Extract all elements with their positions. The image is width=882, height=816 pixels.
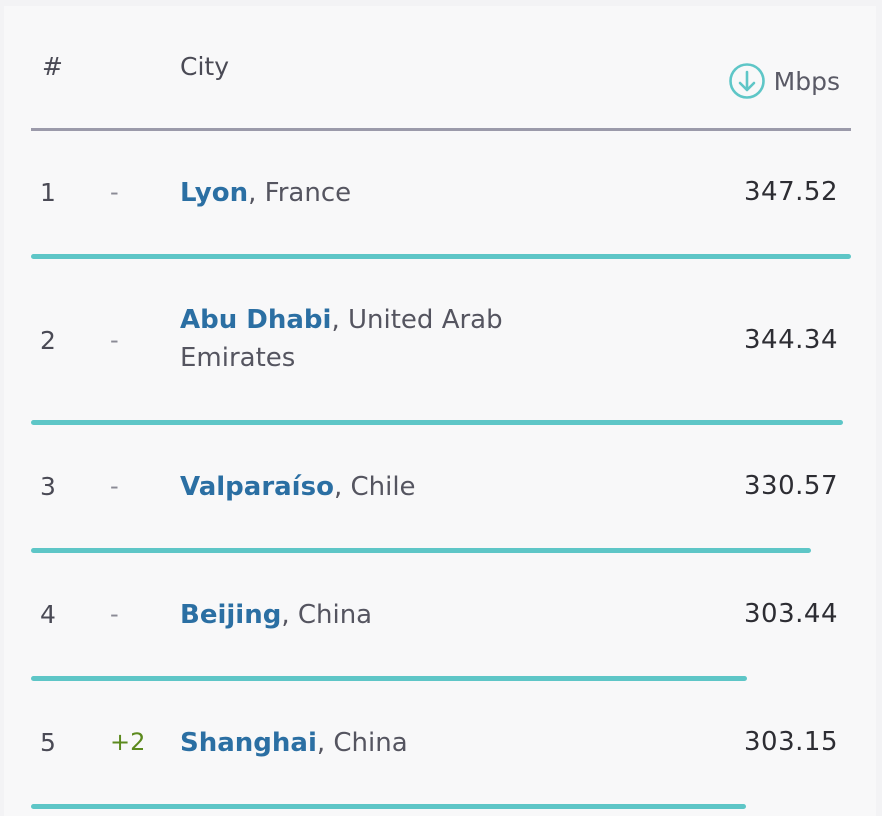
speed-bar	[31, 804, 746, 809]
header-divider	[31, 128, 851, 131]
country-label: , United Arab Emirates	[180, 305, 503, 373]
country-label: , France	[248, 178, 352, 208]
speed-unit-label: Mbps	[773, 66, 840, 96]
rank-change: -	[110, 178, 119, 206]
speed-value: 347.52	[744, 177, 838, 207]
rank-value: 1	[40, 178, 56, 207]
speed-value: 344.34	[744, 325, 838, 355]
table-row: 1 - Lyon, France 347.52	[4, 132, 876, 262]
city-link[interactable]: Lyon	[180, 178, 249, 208]
table-row: 5 +2 Shanghai, China 303.15	[4, 684, 876, 812]
city-cell: Lyon, France	[180, 174, 540, 212]
speed-bar	[31, 548, 811, 553]
speed-bar	[31, 254, 851, 259]
city-column-header[interactable]: City	[180, 52, 229, 81]
rank-change: -	[110, 472, 119, 500]
rank-column-header: #	[42, 52, 63, 81]
country-label: , China	[281, 600, 373, 630]
city-link[interactable]: Beijing	[180, 600, 282, 630]
speed-bar	[31, 676, 747, 681]
city-cell: Abu Dhabi, United Arab Emirates	[180, 301, 540, 377]
speed-bar	[31, 420, 843, 425]
table-row: 2 - Abu Dhabi, United Arab Emirates 344.…	[4, 262, 876, 428]
city-link[interactable]: Abu Dhabi	[180, 305, 332, 335]
rank-value: 4	[40, 600, 56, 629]
country-label: , China	[316, 728, 408, 758]
rank-change: -	[110, 600, 119, 628]
city-cell: Valparaíso, Chile	[180, 468, 540, 506]
city-cell: Beijing, China	[180, 596, 540, 634]
city-cell: Shanghai, China	[180, 724, 540, 762]
city-link[interactable]: Shanghai	[180, 728, 317, 758]
speed-column-header[interactable]: Mbps	[728, 62, 840, 100]
rank-value: 3	[40, 472, 56, 501]
city-link[interactable]: Valparaíso	[180, 472, 334, 502]
speed-value: 303.44	[744, 599, 838, 629]
speed-value: 303.15	[744, 727, 838, 757]
table-row: 3 - Valparaíso, Chile 330.57	[4, 428, 876, 556]
table-row: 4 - Beijing, China 303.44	[4, 556, 876, 684]
speed-value: 330.57	[744, 471, 838, 501]
rank-change: +2	[110, 728, 146, 756]
country-label: , Chile	[333, 472, 416, 502]
rank-change: -	[110, 326, 119, 354]
rank-value: 5	[40, 728, 56, 757]
table-header: # City Mbps	[4, 6, 876, 132]
speed-ranking-panel: # City Mbps 1 - Lyon, France 347.52 2 -	[4, 6, 876, 816]
download-arrow-icon	[728, 62, 766, 100]
rank-value: 2	[40, 326, 56, 355]
